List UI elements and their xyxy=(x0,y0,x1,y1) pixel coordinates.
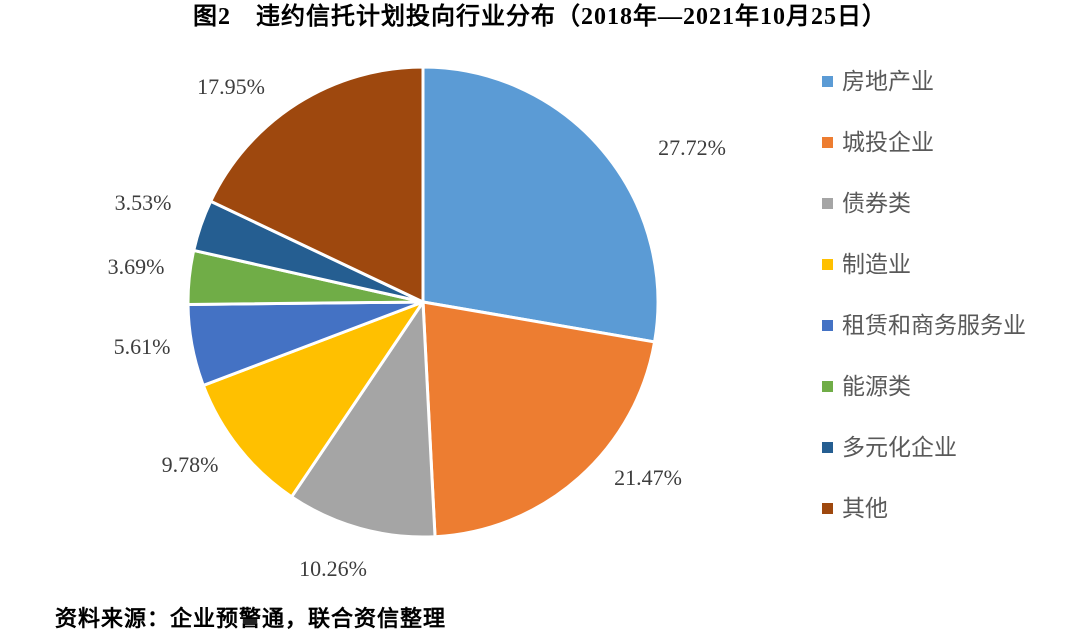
pie-data-label-bonds: 10.26% xyxy=(299,556,367,581)
legend-item-7: 其他 xyxy=(822,496,1026,521)
legend-marker-icon xyxy=(822,381,833,392)
pie-slice-3 xyxy=(201,300,425,499)
pie-data-label-diversified: 3.53% xyxy=(114,190,172,215)
legend-marker-icon xyxy=(822,76,833,87)
legend-label: 城投企业 xyxy=(842,130,934,155)
legend-marker-icon xyxy=(822,198,833,209)
legend-marker-icon xyxy=(822,442,833,453)
legend-label: 制造业 xyxy=(842,252,911,277)
pie-data-label-real-estate: 27.72% xyxy=(658,135,726,160)
legend-marker-icon xyxy=(822,503,833,514)
pie-slice-1 xyxy=(421,300,657,539)
pie-data-label-urban-invest: 21.47% xyxy=(614,465,682,490)
legend-label: 多元化企业 xyxy=(842,435,957,460)
pie-data-label-other: 17.95% xyxy=(197,74,265,99)
chart-legend: 房地产业城投企业债券类制造业租赁和商务服务业 能源类多元化企业其他 xyxy=(822,69,1026,557)
pie-slice-2 xyxy=(290,300,437,539)
chart-title: 图2 违约信托计划投向行业分布（2018年—2021年10月25日） xyxy=(193,4,887,30)
legend-label: 其他 xyxy=(842,496,888,521)
pie-data-label-leasing: 5.61% xyxy=(113,334,171,359)
legend-item-2: 债券类 xyxy=(822,191,1026,216)
legend-marker-icon xyxy=(822,259,833,270)
legend-item-3: 制造业 xyxy=(822,252,1026,277)
legend-label: 能源类 xyxy=(842,374,911,399)
legend-item-0: 房地产业 xyxy=(822,69,1026,94)
legend-label: 租赁和商务服务业 xyxy=(842,313,1026,338)
source-note: 资料来源：企业预警通，联合资信整理 xyxy=(55,606,447,631)
legend-item-6: 多元化企业 xyxy=(822,435,1026,460)
legend-marker-icon xyxy=(822,320,833,331)
pie-data-label-manufacturing: 9.78% xyxy=(161,452,219,477)
legend-item-4: 租赁和商务服务业 xyxy=(822,313,1026,338)
pie-slice-0 xyxy=(421,65,660,344)
legend-item-5: 能源类 xyxy=(822,374,1026,399)
legend-label: 债券类 xyxy=(842,191,911,216)
legend-item-1: 城投企业 xyxy=(822,130,1026,155)
legend-marker-icon xyxy=(822,137,833,148)
legend-label: 房地产业 xyxy=(842,69,934,94)
pie-slice-7 xyxy=(209,65,425,304)
pie-data-label-energy: 3.69% xyxy=(107,254,165,279)
